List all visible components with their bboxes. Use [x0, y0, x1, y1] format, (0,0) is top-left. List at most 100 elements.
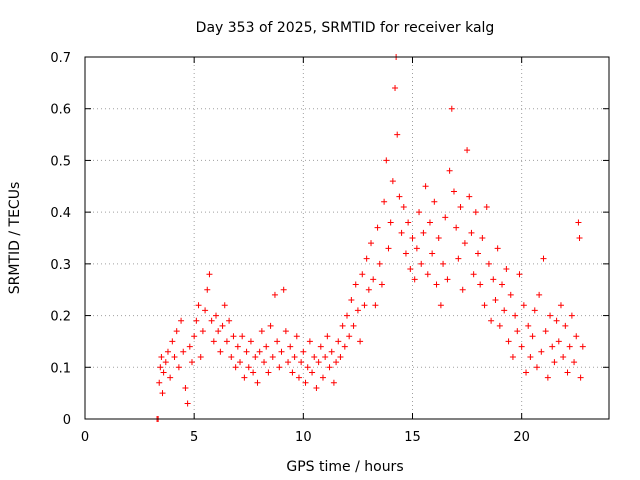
data-point	[215, 328, 222, 335]
data-point	[409, 235, 416, 241]
data-point	[175, 364, 182, 371]
data-point	[488, 317, 495, 324]
data-point	[341, 343, 348, 350]
data-point	[525, 322, 532, 329]
data-point	[322, 353, 329, 360]
data-point	[167, 374, 174, 381]
data-point	[573, 333, 580, 340]
data-point	[540, 255, 547, 262]
x-tick-label: 10	[295, 430, 312, 445]
data-point	[228, 353, 235, 360]
x-axis-title: GPS time / hours	[286, 459, 403, 475]
data-point	[326, 364, 333, 371]
data-point	[394, 131, 401, 138]
data-point	[252, 353, 259, 360]
data-point	[333, 359, 340, 366]
data-point	[271, 291, 278, 298]
data-point	[313, 384, 320, 391]
data-point	[400, 203, 407, 210]
data-point	[576, 235, 583, 241]
data-point	[348, 297, 355, 304]
data-point	[178, 317, 185, 324]
data-point	[357, 338, 364, 345]
data-point	[344, 312, 350, 319]
data-point	[396, 193, 403, 200]
data-point	[197, 353, 204, 360]
data-point	[464, 147, 471, 154]
data-point	[579, 343, 586, 350]
data-point	[160, 369, 167, 376]
data-point	[514, 328, 521, 335]
data-point	[416, 209, 423, 216]
data-point	[481, 302, 488, 309]
data-point	[263, 343, 270, 350]
data-point	[230, 333, 237, 340]
data-point	[372, 302, 379, 309]
data-point	[433, 281, 440, 288]
data-point	[269, 353, 276, 360]
data-point	[319, 374, 326, 381]
data-point	[226, 317, 233, 324]
data-point	[470, 271, 477, 278]
data-point	[555, 338, 562, 345]
y-axis-title: SRMTID / TECUs	[7, 182, 23, 295]
data-point	[180, 348, 187, 355]
data-point	[459, 286, 466, 293]
data-point	[213, 312, 219, 319]
x-tick-label: 20	[513, 430, 530, 445]
data-point	[472, 209, 479, 216]
data-point	[293, 333, 300, 340]
data-point	[475, 250, 481, 257]
y-tick-label: 0.7	[50, 51, 71, 66]
data-point	[274, 338, 281, 345]
data-point	[173, 328, 180, 335]
data-point	[330, 379, 337, 386]
data-point	[461, 240, 468, 247]
data-point	[328, 348, 335, 355]
data-point	[164, 348, 171, 355]
data-point	[306, 338, 313, 345]
data-point	[437, 302, 444, 309]
data-point	[501, 307, 508, 314]
data-point	[184, 400, 191, 407]
data-point	[533, 364, 540, 371]
data-point	[219, 322, 226, 329]
x-tick-label: 15	[404, 430, 421, 445]
axis-ticks: 0 5 10 15 20 0 0.1 0.2 0.3 0.4 0.5 0.6 0.7	[50, 51, 609, 445]
data-point	[407, 266, 414, 273]
data-point	[276, 364, 283, 371]
data-point	[564, 369, 571, 376]
data-point	[507, 291, 514, 298]
data-point	[426, 219, 433, 226]
data-point	[429, 250, 436, 257]
data-point	[520, 302, 527, 309]
data-point	[551, 359, 558, 366]
data-point	[444, 276, 451, 283]
data-point	[503, 266, 510, 273]
data-point	[368, 240, 375, 247]
data-point	[402, 250, 409, 257]
data-point	[278, 348, 285, 355]
data-point	[529, 333, 536, 340]
data-point	[354, 307, 361, 314]
data-point	[300, 348, 307, 355]
data-point	[361, 302, 368, 309]
data-point	[492, 297, 499, 304]
data-point	[509, 353, 516, 360]
y-tick-label: 0.4	[50, 206, 71, 221]
data-point	[265, 369, 272, 376]
data-point	[544, 374, 551, 381]
y-tick-label: 0.6	[50, 103, 71, 118]
data-point	[435, 235, 442, 241]
data-point	[418, 260, 425, 267]
data-point	[378, 281, 385, 288]
data-point	[531, 307, 538, 314]
data-point	[374, 224, 381, 231]
data-point	[370, 276, 377, 283]
data-point	[234, 343, 241, 350]
data-point	[442, 214, 449, 221]
data-point	[241, 374, 248, 381]
data-point	[557, 302, 564, 309]
